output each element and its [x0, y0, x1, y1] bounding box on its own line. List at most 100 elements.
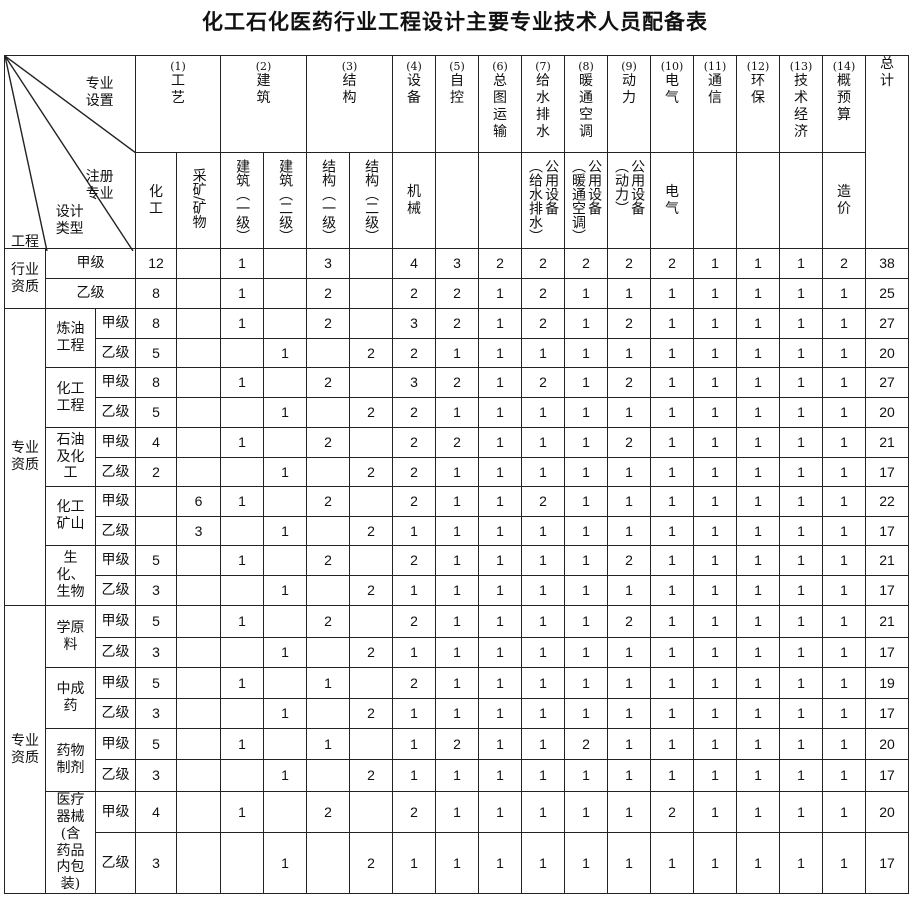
value-cell: 1 — [478, 427, 523, 458]
value-cell: 1 — [521, 791, 566, 833]
registered-discipline-name: 结构（二级） — [363, 159, 380, 244]
discipline-number: (7) — [535, 60, 551, 73]
value-cell: 1 — [736, 338, 781, 368]
table-row: 化工工程 甲级 8 1 2 3 2 1 2 1 2 1 1 1 1 1 27 — [5, 367, 910, 428]
value-cell: 2 — [349, 516, 394, 546]
grade-label: 乙级 — [101, 344, 130, 361]
value-cell: 1 — [693, 728, 738, 760]
value-cell: 1 — [392, 832, 437, 894]
value-cell: 1 — [263, 516, 308, 546]
value-cell: 1 — [822, 308, 867, 339]
value-cell: 1 — [736, 575, 781, 606]
value-cell: 1 — [220, 248, 265, 279]
value-cell: 1 — [736, 698, 781, 729]
value-cell: 1 — [693, 698, 738, 729]
grade-label: 甲级 — [101, 493, 130, 510]
registered-discipline-header: 公用设备（暖通空调） — [564, 152, 609, 249]
value-cell: 1 — [521, 667, 566, 699]
table-row: 乙级 5 1 2 2 1 1 1 1 1 1 1 1 1 1 20 — [5, 338, 910, 368]
value-cell: 1 — [822, 427, 867, 458]
value-cell: 1 — [564, 791, 609, 833]
value-cell: 1 — [736, 759, 781, 792]
value-cell: 3 — [135, 637, 178, 668]
value-cell: 1 — [736, 667, 781, 699]
value-cell: 1 — [822, 667, 867, 699]
grade-label: 甲级 — [101, 552, 130, 569]
table-row: 药物制剂 甲级 5 1 1 1 2 1 1 2 1 1 1 1 1 1 20 — [5, 728, 910, 792]
table-row: 石油及化工 甲级 4 1 2 2 2 1 1 1 2 1 1 1 1 1 21 — [5, 427, 910, 487]
value-cell: 1 — [693, 486, 738, 517]
total-cell: 19 — [865, 667, 910, 699]
value-cell: 1 — [693, 637, 738, 668]
value-cell: 1 — [521, 545, 566, 576]
value-cell — [306, 759, 351, 792]
discipline-number: (10) — [660, 60, 684, 73]
value-cell: 1 — [521, 759, 566, 792]
value-cell: 1 — [435, 545, 480, 576]
value-cell: 1 — [822, 832, 867, 894]
discipline-name: 设备 — [407, 73, 422, 106]
value-cell — [263, 367, 308, 398]
value-cell: 1 — [220, 278, 265, 309]
value-cell: 1 — [779, 698, 824, 729]
registered-discipline-name: 造价 — [837, 183, 852, 217]
value-cell: 5 — [135, 338, 178, 368]
value-cell: 1 — [779, 545, 824, 576]
value-cell: 2 — [349, 759, 394, 792]
value-cell: 1 — [693, 338, 738, 368]
value-cell: 1 — [779, 605, 824, 638]
registered-discipline-header: 公用设备（动力） — [607, 152, 652, 249]
corner-label-registered: 注册专业 — [85, 169, 114, 202]
value-cell — [176, 338, 222, 368]
value-cell: 12 — [135, 248, 178, 279]
document-title: 化工石化医药行业工程设计主要专业技术人员配备表 — [202, 10, 708, 34]
value-cell — [220, 457, 265, 487]
value-cell: 1 — [435, 832, 480, 894]
value-cell: 2 — [564, 248, 609, 279]
registered-discipline-header: 采矿/矿物 — [176, 152, 222, 249]
discipline-name: 动力 — [622, 73, 637, 106]
table-row: 乙级 3 1 2 1 1 1 1 1 1 1 1 1 1 1 17 — [5, 575, 910, 606]
value-cell — [176, 278, 222, 309]
value-cell: 3 — [176, 516, 222, 546]
discipline-name: 工艺 — [171, 73, 186, 106]
value-cell: 3 — [135, 698, 178, 729]
grade-cell: 甲级 — [44, 248, 137, 279]
discipline-name: 环保 — [751, 73, 766, 106]
value-cell: 3 — [306, 248, 351, 279]
value-cell: 1 — [435, 486, 480, 517]
discipline-number: (11) — [703, 60, 727, 73]
project-type-cell: 中成药 — [45, 667, 96, 729]
value-cell — [263, 308, 308, 339]
value-cell: 8 — [135, 278, 178, 309]
grade-label: 乙级 — [101, 767, 130, 784]
value-cell: 1 — [736, 248, 781, 279]
value-cell: 1 — [822, 791, 867, 833]
diagonal-corner-header: 专业设置 注册专业 设计类型 工程 — [3, 55, 137, 251]
value-cell: 1 — [693, 248, 738, 279]
value-cell — [263, 728, 308, 760]
value-cell — [306, 575, 351, 606]
value-cell: 1 — [693, 667, 738, 699]
value-cell — [349, 427, 394, 458]
value-cell: 1 — [822, 545, 867, 576]
value-cell — [263, 605, 308, 638]
project-type-label: 化工矿山 — [56, 499, 85, 532]
value-cell: 2 — [306, 486, 351, 517]
value-cell: 1 — [564, 278, 609, 309]
value-cell: 3 — [392, 308, 437, 339]
value-cell: 1 — [521, 338, 566, 368]
total-cell: 20 — [865, 728, 910, 760]
value-cell: 1 — [435, 457, 480, 487]
registered-discipline-name: 结构（一级） — [320, 159, 337, 244]
value-cell: 1 — [693, 575, 738, 606]
value-cell: 1 — [650, 575, 695, 606]
value-cell: 2 — [564, 728, 609, 760]
value-cell — [349, 605, 394, 638]
value-cell: 2 — [435, 728, 480, 760]
value-cell: 1 — [220, 605, 265, 638]
value-cell: 1 — [779, 575, 824, 606]
project-type-label: 药物制剂 — [56, 743, 85, 776]
value-cell: 2 — [435, 278, 480, 309]
value-cell: 2 — [392, 457, 437, 487]
